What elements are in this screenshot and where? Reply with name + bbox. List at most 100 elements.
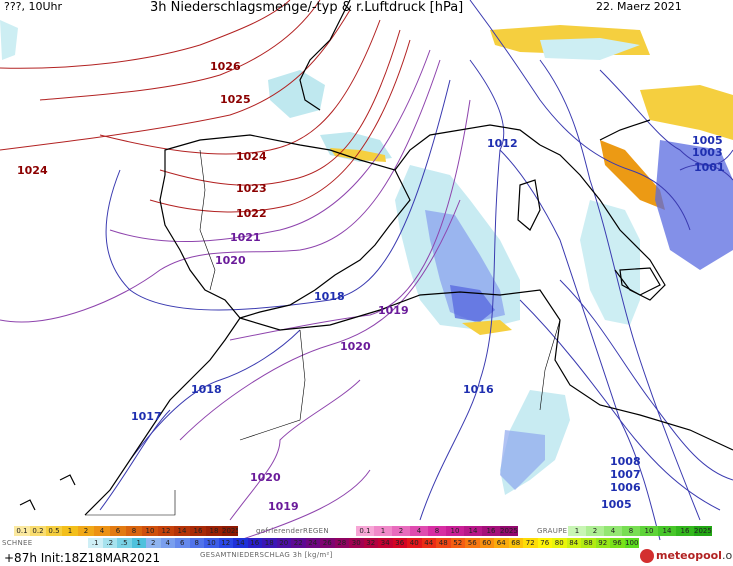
isobar-label: 1020 [250,471,281,484]
isobar-label: 1024 [17,164,48,177]
isobar-label: 1019 [268,500,299,513]
legend-chip: 16 [190,526,206,536]
isobar-label: 1008 [610,455,641,468]
legend-chip: 34 [378,538,393,548]
legend-chip: .5 [117,538,132,548]
rain-area-adriatic-violet [655,140,733,270]
isobar-label: 1012 [487,137,518,150]
isobar-label: 1017 [131,410,162,423]
legend-chip: 2 [392,526,410,536]
border-western-sahara [85,490,176,516]
isobar-line [539,59,701,521]
meteopool-logo[interactable]: meteopool.org [640,549,733,563]
coastline-morocco-atlantic [84,317,241,516]
legend-chip: 0.1 [14,526,30,536]
isobar-line [0,9,351,151]
logo-suffix: .org [721,549,733,562]
coastline-canary [19,474,76,511]
legend-chip: 8 [428,526,446,536]
isobar-line [559,279,733,481]
legend-chip: 1 [62,526,78,536]
legend-chip: 14 [174,526,190,536]
isobar-line [519,299,721,511]
isobar-labels: 1026 1025 1024 1024 1023 1022 1021 1020 … [17,60,725,513]
isobar-label: 1023 [236,182,267,195]
legend-chip: 16 [247,538,262,548]
legend-snow-label: SCHNEE [2,539,33,547]
legend-chip: 100 [624,538,639,548]
legend-chip: 24 [305,538,320,548]
isobar-line [179,199,461,441]
legend-chip: 68 [508,538,523,548]
legend-chip: 0.1 [356,526,374,536]
isobar-line [105,79,451,311]
precipitation-areas [0,20,733,495]
logo-icon [640,549,654,563]
border-morocco-algeria [239,329,306,441]
legend-chip: 1 [568,526,586,536]
legend-chip: 4 [604,526,622,536]
isobar-line [239,469,371,541]
legend-chip: 52 [450,538,465,548]
legend-chip: 2025+ [222,526,238,536]
legend-chip: 80 [552,538,567,548]
legend-chip: 20 [276,538,291,548]
snow-area-libya-violet [500,430,545,490]
legend-row-snow: SCHNEE .1.2.5 1 2 4 6 8 10 12 14 16 18 20 22 24 26 28 30… [0,538,733,549]
isobar-label: 1021 [230,231,261,244]
isobar-label: 1007 [610,468,641,481]
legend-chip: 84 [566,538,581,548]
map-title: 3h Niederschlagsmenge/-typ & r.Luftdruck… [150,0,464,15]
rain-area-italy-orange [600,140,665,210]
isobar-line [599,69,733,166]
rain-area-italy-yellow [640,85,733,140]
isobar-label: 1024 [236,150,267,163]
isobar-label: 1018 [314,290,345,303]
isobar-line [419,149,501,521]
coastline-sardinia [517,179,541,231]
isobar-line [229,379,361,521]
legend-chip: 30 [349,538,364,548]
coastlines [19,0,733,516]
legend-chip: 12 [158,526,174,536]
isobar-label: 1019 [378,304,409,317]
borders [85,149,561,516]
legend-chip: 4 [410,526,428,536]
legend-graupel-label: GRAUPEL [537,527,572,535]
isobar-label: 1016 [463,383,494,396]
logo-brand: meteopool [656,549,722,562]
legend-chip: 10 [142,526,158,536]
legend-chip: .1 [88,538,103,548]
header-time-label: ???, 10Uhr [4,0,63,13]
legend-freezing-rain-label: gefrierenderREGEN [256,527,329,535]
legend-chip: 76 [537,538,552,548]
rain-area-yellow-algeria [462,320,512,335]
legend-chip: 10 [204,538,219,548]
legend-chip: 1 [131,538,146,548]
rain-area-alps-blue [540,38,640,60]
isobar-line [469,0,691,231]
legend-chip: 16 [482,526,500,536]
legend-total-label: GESAMTNIEDERSCHLAG 3h [kg/m²] [200,551,333,559]
legend-chip: 14 [464,526,482,536]
isobar-label: 1001 [694,161,725,174]
legend-chip: 36 [392,538,407,548]
header-date: 22. Maerz 2021 [596,0,682,13]
legend-chip: 40 [407,538,422,548]
legend-chip: 26 [320,538,335,548]
isobar-line [109,49,431,243]
legend-chip: 48 [436,538,451,548]
isobar-label: 1026 [210,60,241,73]
coastline-iberia [159,134,411,319]
legend-chip: 22 [291,538,306,548]
legend-chip: 12 [218,538,233,548]
legend-chip: 96 [610,538,625,548]
rain-area-atlantic-west [0,20,18,60]
isobar-label: 1020 [215,254,246,267]
legend-chip: 10 [640,526,658,536]
legend-chip: 6 [110,526,126,536]
isobar-label: 1003 [692,146,723,159]
rain-area-bay-biscay [268,70,325,118]
border-algeria-tunisia [539,319,561,411]
